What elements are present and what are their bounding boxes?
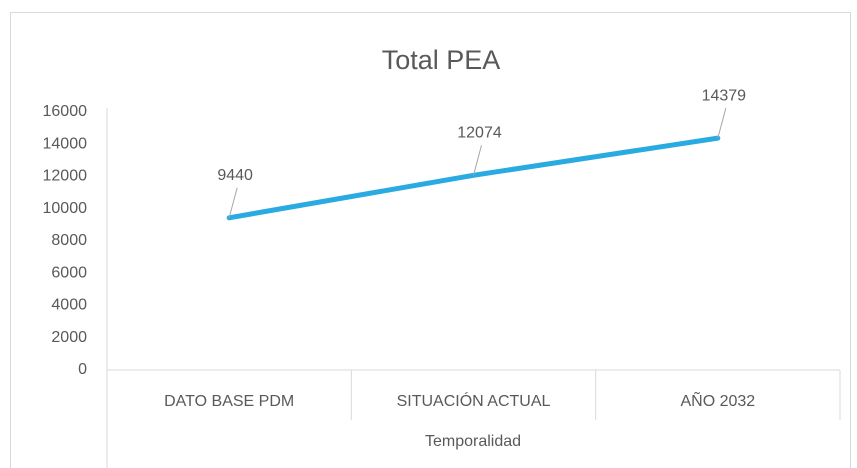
y-tick-label: 8000 <box>51 232 87 249</box>
y-tick-label: 12000 <box>43 168 88 185</box>
y-tick-label: 2000 <box>51 329 87 346</box>
data-label: 9440 <box>217 167 253 184</box>
y-tick-label: 16000 <box>43 103 88 120</box>
x-axis-label: Temporalidad <box>425 433 521 450</box>
label-leader <box>473 145 482 176</box>
chart-title: Total PEA <box>382 45 501 75</box>
y-tick-label: 6000 <box>51 264 87 281</box>
x-tick-label: DATO BASE PDM <box>164 393 294 410</box>
y-tick-label: 10000 <box>43 200 88 217</box>
x-tick-label: AÑO 2032 <box>680 390 755 410</box>
x-tick-label: SITUACIÓN ACTUAL <box>397 391 551 410</box>
line <box>226 135 721 221</box>
data-label: 14379 <box>702 87 747 104</box>
y-tick-label: 0 <box>78 361 87 378</box>
y-tick-label: 14000 <box>43 135 88 152</box>
label-leader <box>228 187 238 218</box>
data-label: 12074 <box>457 125 502 142</box>
label-leader <box>717 108 727 139</box>
chart-border <box>10 12 851 468</box>
y-tick-label: 4000 <box>51 297 87 314</box>
